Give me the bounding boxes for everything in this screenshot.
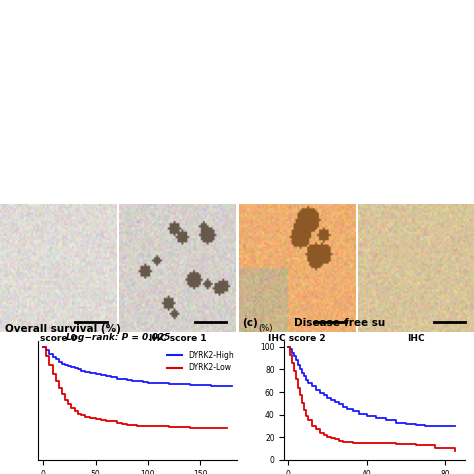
Text: IHC score 2: IHC score 2 [268,334,326,343]
Text: IHC score 1: IHC score 1 [149,334,206,343]
Text: Log−rank: P = 0.025: Log−rank: P = 0.025 [66,333,171,342]
Text: Overall survival (%): Overall survival (%) [5,324,120,334]
Text: IHC: IHC [408,334,425,343]
Legend: DYRK2-High, DYRK2-Low: DYRK2-High, DYRK2-Low [164,347,237,375]
Text: (%): (%) [258,324,273,333]
Text: (c): (c) [242,318,257,328]
Text: Disease-free su: Disease-free su [294,318,385,328]
Text: score 0: score 0 [40,334,76,343]
